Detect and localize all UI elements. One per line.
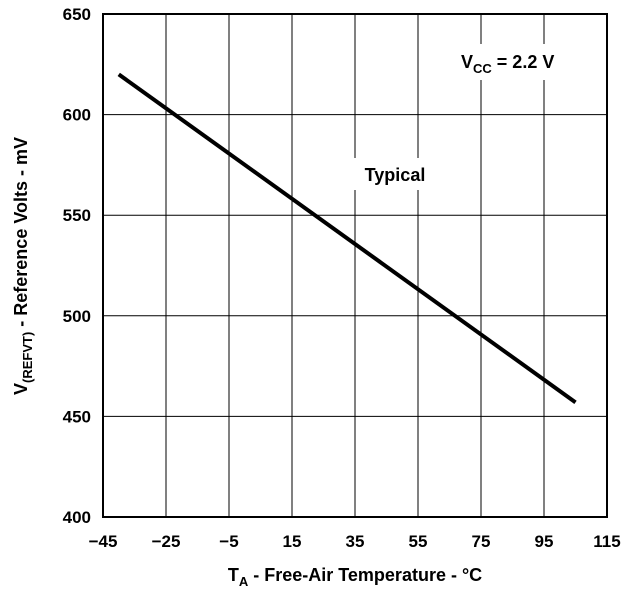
x-tick-label: 95 [535, 532, 554, 551]
annotations: Typical VCC = 2.2 V [351, 44, 586, 190]
x-tick-label: 75 [472, 532, 491, 551]
x-tick-label: −45 [89, 532, 118, 551]
y-tick-label: 500 [63, 307, 91, 326]
series-line [117, 72, 577, 404]
y-axis-title: V(REFVT) - Reference Volts - mV [11, 137, 35, 395]
annotation-typical: Typical [365, 165, 426, 185]
y-tick-labels: 400 450 500 550 600 650 [63, 5, 91, 527]
annotation-vcc-bg [452, 44, 586, 80]
x-tick-label: 55 [409, 532, 428, 551]
series-layer [117, 72, 577, 404]
annotation-typical-bg [351, 158, 435, 190]
y-tick-label: 400 [63, 508, 91, 527]
x-tick-label: 35 [346, 532, 365, 551]
x-axis-title: TA - Free-Air Temperature - °C [228, 565, 482, 589]
annotation-vcc: VCC = 2.2 V [461, 52, 554, 76]
plot-frame [102, 13, 608, 518]
x-tick-label: 15 [283, 532, 302, 551]
y-tick-label: 450 [63, 407, 91, 426]
x-tick-label: −25 [152, 532, 181, 551]
y-tick-label: 550 [63, 206, 91, 225]
x-tick-label: 115 [593, 532, 620, 551]
y-tick-label: 600 [63, 106, 91, 125]
x-tick-labels: −45 −25 −5 15 35 55 75 95 115 [89, 532, 621, 551]
y-tick-label: 650 [63, 5, 91, 24]
x-tick-label: −5 [219, 532, 238, 551]
